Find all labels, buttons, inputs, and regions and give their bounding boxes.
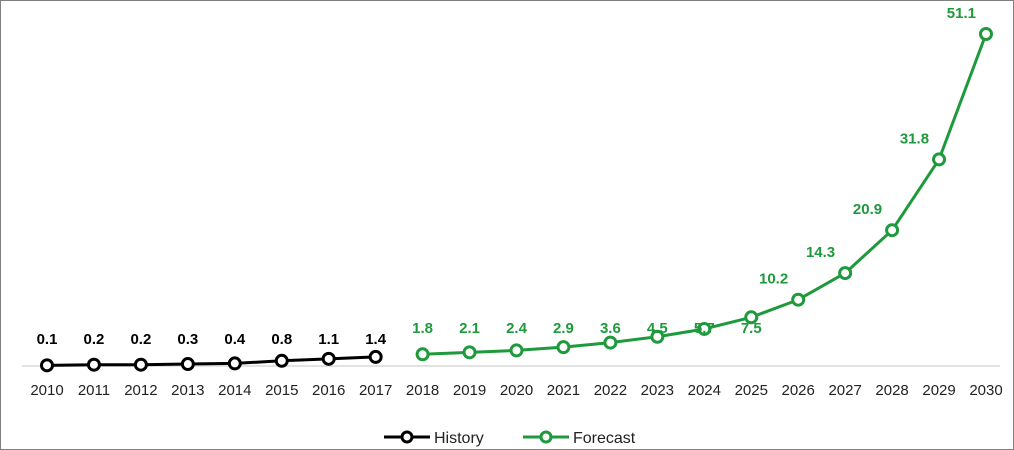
data-label: 7.5 bbox=[741, 320, 762, 337]
data-label: 0.4 bbox=[224, 331, 246, 348]
series-forecast: 1.8 2.1 2.4 2.9 3.6 4.5 5.7 7.5 10.2 14.3 20.9 31.8… bbox=[412, 5, 993, 362]
x-tick-label: 2021 bbox=[547, 382, 580, 399]
data-point bbox=[697, 321, 712, 336]
data-point bbox=[133, 357, 148, 372]
data-point bbox=[86, 357, 101, 372]
data-point bbox=[650, 329, 665, 344]
legend-history-swatch-marker bbox=[400, 430, 414, 444]
data-point bbox=[368, 349, 383, 364]
legend-item-forecast: Forecast bbox=[523, 430, 636, 447]
x-tick-label: 2023 bbox=[641, 382, 674, 399]
series-history-line bbox=[46, 355, 376, 367]
x-tick-label: 2017 bbox=[359, 382, 392, 399]
x-tick-label: 2014 bbox=[218, 382, 251, 399]
data-label: 10.2 bbox=[759, 271, 788, 288]
data-label: 14.3 bbox=[806, 244, 835, 261]
x-tick-label: 2024 bbox=[688, 382, 721, 399]
legend-forecast-label: Forecast bbox=[573, 430, 636, 447]
x-tick-label: 2011 bbox=[78, 382, 110, 399]
data-point bbox=[744, 310, 759, 325]
data-point bbox=[509, 343, 524, 358]
legend-forecast-swatch-marker bbox=[539, 430, 553, 444]
x-tick-label: 2020 bbox=[500, 382, 533, 399]
x-tick-label: 2030 bbox=[969, 382, 1002, 399]
data-point bbox=[603, 335, 618, 350]
x-tick-label: 2022 bbox=[594, 382, 627, 399]
x-tick-label: 2029 bbox=[922, 382, 955, 399]
data-label: 20.9 bbox=[853, 201, 882, 218]
data-label: 4.5 bbox=[647, 320, 668, 337]
data-label: 3.6 bbox=[600, 320, 621, 337]
x-tick-label: 2010 bbox=[30, 382, 63, 399]
data-label: 5.7 bbox=[694, 320, 715, 337]
data-point bbox=[932, 152, 947, 167]
data-point bbox=[180, 357, 195, 372]
data-point bbox=[274, 353, 289, 368]
x-tick-label: 2012 bbox=[124, 382, 157, 399]
series-history: 0.1 0.2 0.2 0.3 0.4 0.8 1.1 1.4 bbox=[37, 331, 387, 373]
data-label: 51.1 bbox=[947, 5, 976, 22]
x-tick-label: 2025 bbox=[735, 382, 768, 399]
x-tick-label: 2019 bbox=[453, 382, 486, 399]
data-label: 1.8 bbox=[412, 320, 433, 337]
data-point bbox=[791, 292, 806, 307]
data-label: 1.4 bbox=[365, 331, 387, 348]
data-point bbox=[885, 223, 900, 238]
data-point bbox=[227, 356, 242, 371]
data-label: 2.4 bbox=[506, 320, 528, 337]
data-point bbox=[838, 266, 853, 281]
data-label: 31.8 bbox=[900, 130, 929, 147]
data-label: 1.1 bbox=[318, 331, 339, 348]
x-tick-label: 2028 bbox=[875, 382, 908, 399]
data-label: 2.9 bbox=[553, 320, 574, 337]
legend: History Forecast bbox=[384, 430, 636, 447]
x-tick-labels: 2010 2011 2012 2013 2014 2015 2016 2017 2018 2019… bbox=[30, 382, 1002, 399]
legend-item-history: History bbox=[384, 430, 484, 447]
data-point bbox=[40, 358, 54, 373]
x-tick-label: 2015 bbox=[265, 382, 298, 399]
data-point bbox=[321, 351, 336, 366]
data-point bbox=[415, 347, 430, 362]
data-label: 0.2 bbox=[130, 331, 151, 348]
data-point bbox=[556, 340, 571, 355]
data-point bbox=[462, 345, 477, 360]
legend-history-label: History bbox=[434, 430, 484, 447]
x-tick-label: 2026 bbox=[782, 382, 815, 399]
data-label: 0.3 bbox=[177, 331, 198, 348]
x-tick-label: 2027 bbox=[828, 382, 861, 399]
x-tick-label: 2013 bbox=[171, 382, 204, 399]
x-tick-label: 2016 bbox=[312, 382, 345, 399]
data-label: 0.1 bbox=[37, 331, 58, 348]
data-label: 0.2 bbox=[84, 331, 105, 348]
data-point bbox=[979, 27, 993, 41]
series-layer: 0.1 0.2 0.2 0.3 0.4 0.8 1.1 1.4 1.8 2.1 2.4 2.9 3.6 4… bbox=[37, 5, 993, 373]
data-label: 2.1 bbox=[459, 320, 480, 337]
x-tick-label: 2018 bbox=[406, 382, 439, 399]
data-label: 0.8 bbox=[271, 331, 292, 348]
series-forecast-line bbox=[422, 33, 988, 356]
